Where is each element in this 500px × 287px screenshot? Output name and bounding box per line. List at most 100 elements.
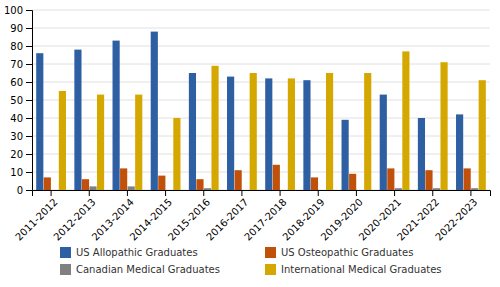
tick-label: 50 <box>10 95 23 106</box>
legend-swatch <box>265 247 276 258</box>
legend: US Allopathic Graduates US Osteopathic Gr… <box>60 247 442 275</box>
bar <box>280 190 287 191</box>
legend-label: US Osteopathic Graduates <box>281 247 413 258</box>
tick-mark <box>26 100 32 101</box>
bar-series <box>59 51 486 190</box>
chart: 01020304050607080901002011-20122012-2013… <box>0 0 500 287</box>
bar <box>120 168 127 190</box>
bar <box>273 165 280 190</box>
tick-mark <box>51 190 52 196</box>
bar <box>357 190 364 191</box>
bar <box>128 186 135 190</box>
tick-mark <box>26 118 32 119</box>
tick: 80 <box>10 41 32 52</box>
bar <box>113 41 120 190</box>
bar <box>235 170 242 190</box>
legend-label: US Allopathic Graduates <box>76 247 198 258</box>
tick: 30 <box>10 131 32 142</box>
bar <box>395 188 402 190</box>
tick-mark <box>394 190 395 196</box>
tick-mark <box>432 190 433 196</box>
bar <box>158 176 165 190</box>
tick-label: 0 <box>17 185 23 196</box>
tick-mark <box>89 190 90 196</box>
grid-line <box>32 28 490 29</box>
grid-line <box>32 82 490 83</box>
grid <box>32 10 490 190</box>
bar <box>265 78 272 190</box>
bar <box>97 95 104 190</box>
bar <box>211 66 218 190</box>
bar <box>311 177 318 190</box>
legend-label: Canadian Medical Graduates <box>76 264 220 275</box>
bar <box>59 91 66 190</box>
bar <box>242 190 249 191</box>
tick-label: 2022-2023 <box>433 196 479 242</box>
x-axis: 2011-20122012-20132013-20142014-20152015… <box>13 190 490 243</box>
tick: 2022-2023 <box>433 190 479 243</box>
tick-mark <box>26 28 32 29</box>
bar-series <box>89 186 478 190</box>
bar <box>204 188 211 190</box>
bar <box>250 73 257 190</box>
tick-label: 100 <box>4 5 23 16</box>
tick-label: 80 <box>10 41 23 52</box>
tick-mark <box>318 190 319 196</box>
bar <box>51 190 58 191</box>
bar <box>166 190 173 191</box>
tick-mark <box>241 190 242 196</box>
tick-label: 40 <box>10 113 23 124</box>
bar <box>425 170 432 190</box>
plot: 01020304050607080901002011-20122012-2013… <box>4 5 491 243</box>
bar <box>342 120 349 190</box>
tick-label: 70 <box>10 59 23 70</box>
tick: 20 <box>10 149 32 160</box>
tick-mark <box>470 190 471 196</box>
bar <box>44 177 51 190</box>
bar <box>456 114 463 190</box>
bar <box>349 174 356 190</box>
legend-swatch <box>265 264 276 275</box>
legend-item: US Allopathic Graduates <box>60 247 198 258</box>
tick: 60 <box>10 77 32 88</box>
legend-swatch <box>60 264 71 275</box>
grid-line <box>32 46 490 47</box>
bar <box>74 50 81 190</box>
tick-mark <box>26 172 32 173</box>
bar <box>418 118 425 190</box>
legend-item: US Osteopathic Graduates <box>265 247 413 258</box>
axis-line <box>33 191 491 197</box>
y-axis: 0102030405060708090100 <box>4 5 33 196</box>
tick-mark <box>26 154 32 155</box>
tick-mark <box>26 10 32 11</box>
legend-item: Canadian Medical Graduates <box>60 264 220 275</box>
bars <box>36 32 486 190</box>
tick-mark <box>26 82 32 83</box>
bar <box>173 118 180 190</box>
bar <box>479 80 486 190</box>
bar <box>82 179 89 190</box>
bar <box>364 73 371 190</box>
bar <box>433 188 440 190</box>
tick: 40 <box>10 113 32 124</box>
bar <box>464 168 471 190</box>
axis-line <box>26 11 33 191</box>
tick-mark <box>127 190 128 196</box>
tick-mark <box>26 64 32 65</box>
tick-mark <box>280 190 281 196</box>
tick-mark <box>26 136 32 137</box>
bar <box>326 73 333 190</box>
tick: 50 <box>10 95 32 106</box>
bar <box>189 73 196 190</box>
tick: 0 <box>17 185 32 196</box>
bar <box>36 53 43 190</box>
tick: 10 <box>10 167 32 178</box>
bar <box>227 77 234 190</box>
bar <box>288 78 295 190</box>
tick-mark <box>26 190 32 191</box>
legend-label: International Medical Graduates <box>281 264 442 275</box>
bar-series <box>36 32 463 190</box>
grid-line <box>32 10 490 11</box>
bar <box>440 62 447 190</box>
tick-label: 60 <box>10 77 23 88</box>
